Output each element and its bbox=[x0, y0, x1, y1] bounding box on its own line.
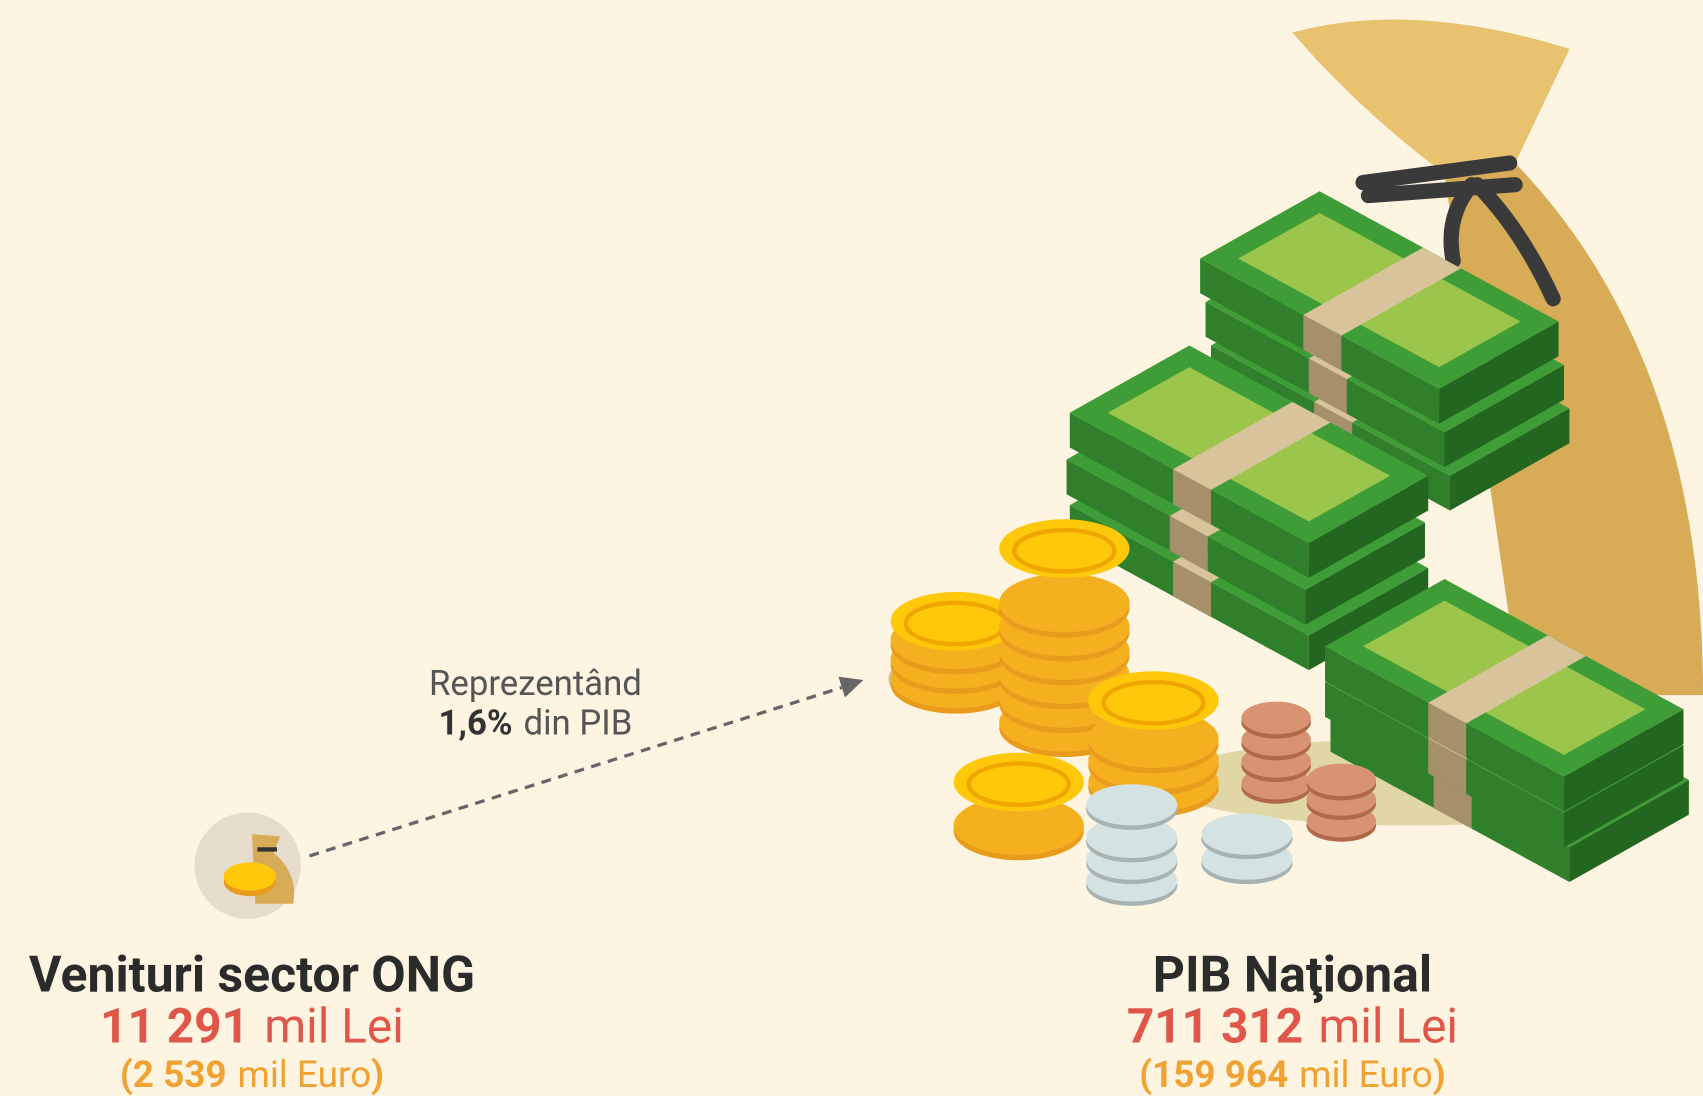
right-value-line: 711 312 mil Lei bbox=[1127, 999, 1458, 1055]
right-title: PIB Naţional bbox=[1153, 947, 1432, 1005]
left-close: ) bbox=[371, 1054, 384, 1096]
right-euro-value: 159 964 bbox=[1152, 1054, 1288, 1096]
left-value-line: 11 291 mil Lei bbox=[100, 999, 404, 1055]
left-open: ( bbox=[120, 1054, 133, 1096]
right-close: ) bbox=[1433, 1054, 1446, 1096]
right-euro-unit: mil Euro bbox=[1299, 1054, 1433, 1096]
coins bbox=[888, 519, 1377, 906]
left-euro-value: 2 539 bbox=[133, 1054, 227, 1096]
left-euro-line: (2 539 mil Euro) bbox=[120, 1054, 384, 1096]
small-icon bbox=[194, 812, 301, 919]
annotation-line1: Reprezentând bbox=[429, 664, 642, 704]
left-title: Venituri sector ONG bbox=[29, 947, 475, 1005]
annotation-percent: 1,6% bbox=[439, 703, 513, 743]
annotation-rest: din PIB bbox=[523, 703, 632, 743]
left-unit: mil Lei bbox=[264, 999, 404, 1055]
right-value: 711 312 bbox=[1127, 999, 1303, 1055]
right-unit: mil Lei bbox=[1318, 999, 1458, 1055]
arrow bbox=[309, 676, 864, 858]
right-open: ( bbox=[1139, 1054, 1152, 1096]
right-euro-line: (159 964 mil Euro) bbox=[1139, 1054, 1446, 1096]
annotation-line2: 1,6% din PIB bbox=[439, 703, 633, 743]
left-value: 11 291 bbox=[100, 999, 249, 1055]
left-euro-unit: mil Euro bbox=[237, 1054, 371, 1096]
